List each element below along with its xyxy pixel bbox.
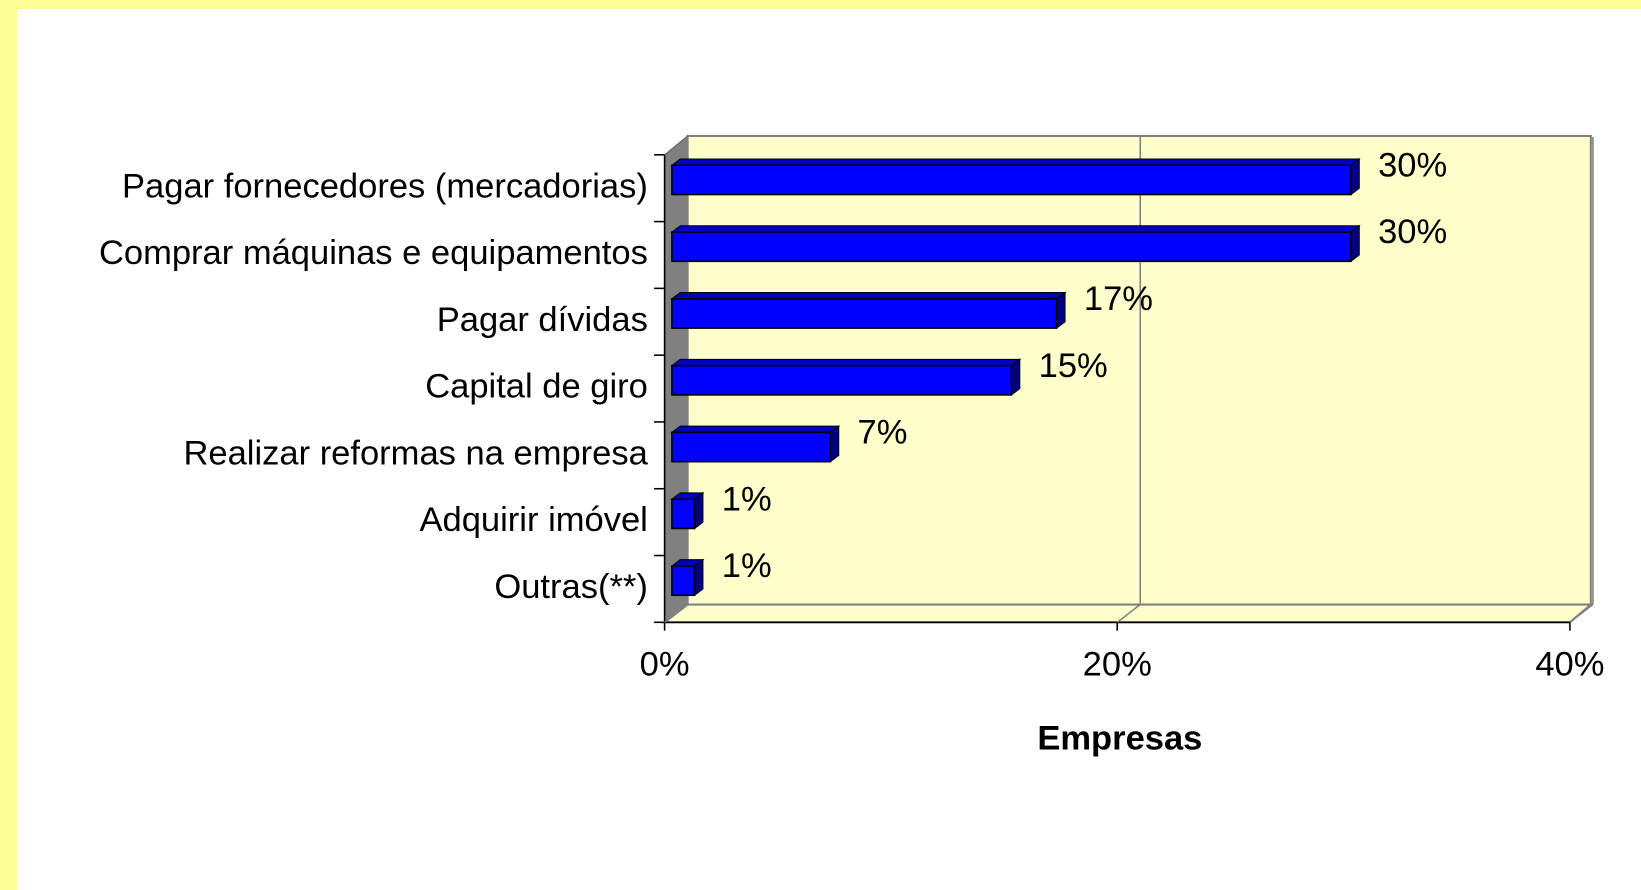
y-tick-label: Pagar fornecedores (mercadorias) xyxy=(122,167,648,205)
data-label: 17% xyxy=(1084,280,1153,318)
x-tick-label: 40% xyxy=(1535,645,1604,683)
data-label: 15% xyxy=(1039,347,1108,385)
bar-top xyxy=(670,358,1022,367)
data-label: 30% xyxy=(1378,146,1447,184)
data-label: 7% xyxy=(858,414,908,452)
grid-line xyxy=(1569,603,1594,623)
bar-side xyxy=(1350,157,1360,196)
data-label: 1% xyxy=(722,547,772,585)
bar-side xyxy=(829,425,840,463)
grid-line xyxy=(664,603,689,623)
bar xyxy=(671,298,1058,329)
x-axis-label: Empresas xyxy=(1037,720,1202,758)
x-tick-label: 20% xyxy=(1083,645,1152,683)
bar-side xyxy=(1056,291,1066,330)
bar-top xyxy=(670,292,1067,300)
bar xyxy=(671,364,1013,396)
y-tick-label: Comprar máquinas e equipamentos xyxy=(99,234,648,272)
data-label: 1% xyxy=(722,480,772,518)
y-tick-label: Adquirir imóvel xyxy=(420,501,648,539)
bar xyxy=(671,565,696,597)
y-tick-label: Outras(**) xyxy=(494,568,647,606)
x-tick-label: 0% xyxy=(640,645,690,683)
bar-side xyxy=(1350,224,1360,263)
plot: Empresas 0% 20% 40% Pagar fornecedores (mer… xyxy=(99,134,1604,758)
bar-side xyxy=(694,558,704,597)
bar xyxy=(671,498,696,530)
bar xyxy=(671,164,1352,196)
bar-top xyxy=(670,225,1361,233)
bar-top xyxy=(670,158,1361,166)
bar-side xyxy=(1010,358,1021,396)
bar-side xyxy=(694,491,704,530)
frame-top xyxy=(0,0,1641,9)
y-tick-label: Capital de giro xyxy=(425,368,648,406)
bar xyxy=(671,231,1352,263)
frame-left xyxy=(0,0,17,890)
data-label: 30% xyxy=(1378,213,1447,251)
bar-top xyxy=(670,425,841,433)
grid-line xyxy=(1116,603,1141,623)
y-tick-label: Realizar reformas na empresa xyxy=(183,434,648,472)
bar xyxy=(671,431,832,463)
y-tick-label: Pagar dívidas xyxy=(437,301,648,339)
